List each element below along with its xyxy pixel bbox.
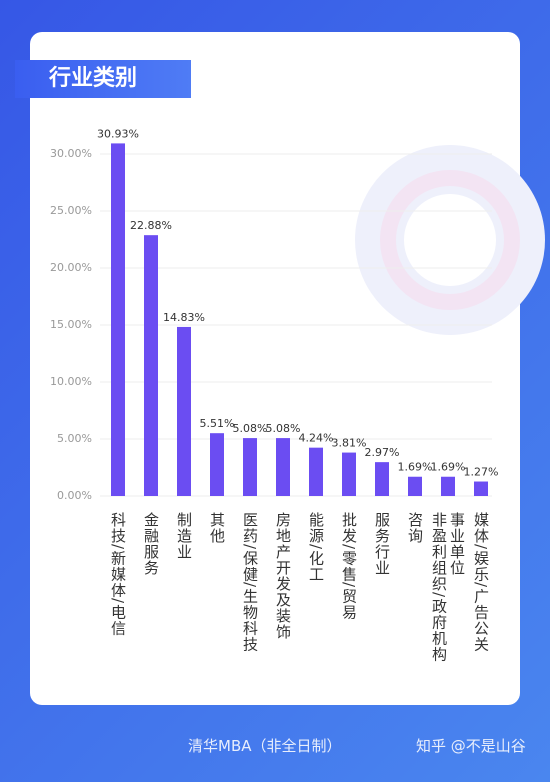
x-tick-label: 咨询 <box>406 512 424 544</box>
bar <box>309 447 323 496</box>
bar <box>210 433 224 496</box>
x-tick-label: 其他 <box>208 512 226 544</box>
x-tick-label: 服务行业 <box>373 512 391 576</box>
bar <box>408 476 422 496</box>
title: 行业类别 <box>15 60 191 98</box>
value-label: 5.51% <box>200 417 235 430</box>
y-tick-label: 15.00% <box>50 318 92 331</box>
value-label: 4.24% <box>299 432 334 445</box>
bar <box>441 476 455 496</box>
x-tick-label: 事业单位 非盈利组织/政府机构 <box>430 512 466 663</box>
bar <box>474 481 488 496</box>
value-label: 1.69% <box>398 461 433 474</box>
x-tick-label: 医药/保健/生物科技 <box>241 512 259 653</box>
x-tick-label: 能源/化工 <box>307 512 325 583</box>
value-label: 1.69% <box>431 461 466 474</box>
x-tick-label: 金融服务 <box>142 512 160 576</box>
value-label: 2.97% <box>365 446 400 459</box>
y-tick-label: 10.00% <box>50 375 92 388</box>
x-tick-label: 科技/新媒体/电信 <box>109 512 127 637</box>
decor <box>380 170 520 310</box>
footer-right: 知乎 @不是山谷 <box>416 737 526 755</box>
value-label: 3.81% <box>332 437 367 450</box>
value-label: 14.83% <box>163 311 205 324</box>
value-label: 22.88% <box>130 219 172 232</box>
bar <box>375 462 389 496</box>
footer-left: 清华MBA（非全日制） <box>188 737 342 755</box>
value-label: 5.08% <box>266 422 301 435</box>
y-tick-label: 20.00% <box>50 261 92 274</box>
x-tick-label: 批发/零售/贸易 <box>340 512 358 621</box>
value-label: 5.08% <box>233 422 268 435</box>
value-label: 30.93% <box>97 127 139 140</box>
bar <box>111 143 125 496</box>
bar <box>243 438 257 496</box>
y-tick-label: 25.00% <box>50 204 92 217</box>
y-tick-label: 30.00% <box>50 147 92 160</box>
x-tick-label: 房地产开发及装饰 <box>274 512 292 640</box>
x-tick-label: 媒体/娱乐/广告公关 <box>472 512 490 653</box>
y-tick-label: 0.00% <box>57 489 92 502</box>
y-tick-label: 5.00% <box>57 432 92 445</box>
bar <box>342 452 356 496</box>
decor <box>404 194 496 286</box>
bar <box>144 235 158 496</box>
x-tick-label: 制造业 <box>175 512 193 560</box>
bar <box>177 326 191 496</box>
bar <box>276 438 290 496</box>
value-label: 1.27% <box>464 466 499 479</box>
